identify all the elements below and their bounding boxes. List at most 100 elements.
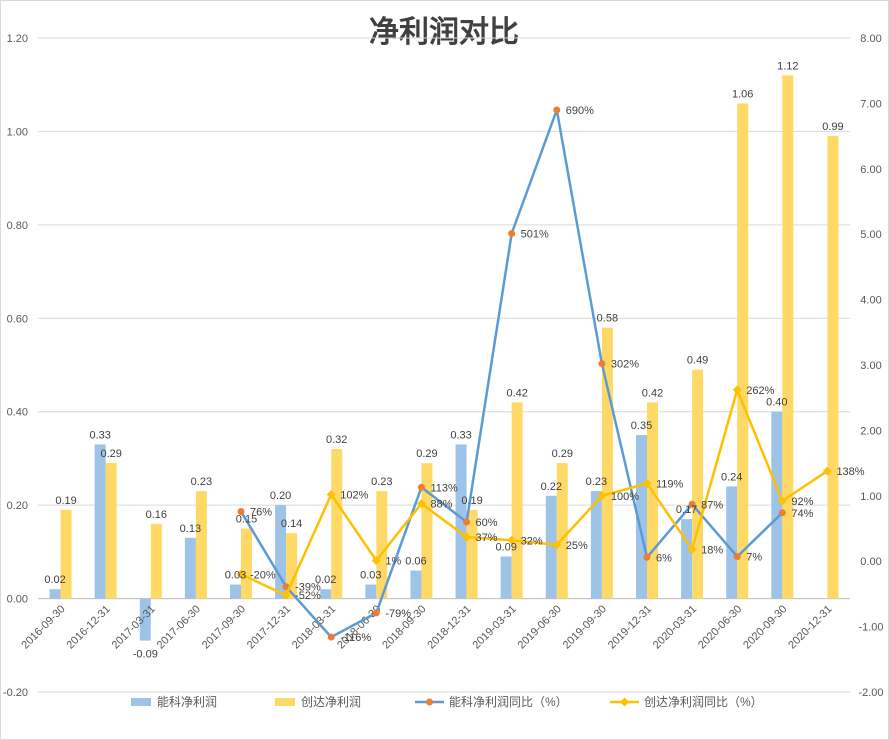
line-marker-chuangda-yoy bbox=[371, 556, 381, 566]
bar-value-label-nengke-profit: 0.33 bbox=[450, 429, 471, 441]
bar-nengke-profit bbox=[94, 444, 106, 599]
bar-value-label-chuangda-profit: 0.32 bbox=[326, 434, 347, 446]
line-value-label-nengke-yoy: 690% bbox=[566, 105, 594, 117]
line-marker-nengke-yoy bbox=[508, 230, 516, 238]
bar-chuangda-profit bbox=[421, 463, 433, 599]
line-marker-chuangda-yoy bbox=[822, 466, 832, 476]
bar-value-label-nengke-profit: 0.24 bbox=[721, 471, 742, 483]
bar-value-label-nengke-profit: 0.33 bbox=[89, 429, 110, 441]
bar-value-label-nengke-profit: 0.02 bbox=[315, 574, 336, 586]
line-value-label-nengke-yoy: 7% bbox=[746, 552, 762, 564]
bar-value-label-nengke-profit: 0.22 bbox=[541, 481, 562, 493]
y-left-tick-label: 0.80 bbox=[7, 220, 28, 232]
line-value-label-chuangda-yoy: 88% bbox=[430, 499, 452, 511]
bar-nengke-profit bbox=[500, 556, 512, 599]
line-marker-nengke-yoy bbox=[778, 509, 786, 517]
bar-nengke-profit bbox=[365, 584, 377, 599]
line-value-label-nengke-yoy: 113% bbox=[430, 482, 458, 494]
bar-chuangda-profit bbox=[556, 463, 568, 599]
bar-nengke-profit bbox=[410, 570, 422, 599]
bar-value-label-chuangda-profit: 0.29 bbox=[416, 448, 437, 460]
bar-chuangda-profit bbox=[692, 369, 704, 599]
bar-nengke-profit bbox=[771, 411, 783, 599]
y-left-tick-label: 0.00 bbox=[7, 594, 28, 606]
lines bbox=[236, 106, 832, 641]
y-right-tick-label: 4.00 bbox=[860, 295, 881, 307]
line-value-label-chuangda-yoy: 32% bbox=[521, 535, 543, 547]
y-left-tick-label: 1.20 bbox=[7, 33, 28, 45]
bar-value-label-nengke-profit: 0.02 bbox=[44, 574, 65, 586]
bar-chuangda-profit bbox=[782, 75, 794, 599]
line-marker-nengke-yoy bbox=[463, 518, 471, 526]
line-marker-chuangda-yoy bbox=[777, 496, 787, 506]
y-left-tick-label: 0.40 bbox=[7, 407, 28, 419]
bar-value-label-nengke-profit: 0.09 bbox=[495, 542, 516, 554]
y-right-tick-label: 0.00 bbox=[860, 556, 881, 568]
bar-value-label-chuangda-profit: 0.19 bbox=[55, 495, 76, 507]
line-marker-chuangda-yoy bbox=[462, 532, 472, 542]
chart-title: 净利润对比 bbox=[369, 15, 519, 50]
bar-chuangda-profit bbox=[195, 491, 207, 599]
bar-value-label-nengke-profit: 0.40 bbox=[766, 397, 787, 409]
bar-nengke-profit bbox=[139, 598, 151, 641]
line-value-label-nengke-yoy: 501% bbox=[521, 229, 549, 241]
bar-value-label-nengke-profit: -0.09 bbox=[133, 649, 158, 661]
line-value-label-chuangda-yoy: 25% bbox=[566, 540, 588, 552]
legend-swatch-chuangda-profit bbox=[275, 698, 295, 706]
line-marker-chuangda-yoy bbox=[416, 499, 426, 509]
legend-label-chuangda-yoy: 创达净利润同比（%） bbox=[644, 695, 763, 709]
bars bbox=[49, 75, 839, 641]
bar-nengke-profit bbox=[275, 505, 287, 599]
bar-chuangda-profit bbox=[601, 327, 613, 599]
y-right-tick-label: -2.00 bbox=[858, 687, 883, 699]
line-value-label-chuangda-yoy: 92% bbox=[791, 496, 813, 508]
bar-nengke-profit bbox=[590, 491, 602, 599]
line-value-label-chuangda-yoy: 138% bbox=[836, 466, 864, 478]
bar-nengke-profit bbox=[49, 589, 61, 599]
line-chuangda-yoy bbox=[239, 388, 829, 597]
bar-nengke-profit bbox=[726, 486, 738, 599]
line-value-label-chuangda-yoy: 18% bbox=[701, 544, 723, 556]
line-value-label-chuangda-yoy: 100% bbox=[611, 491, 639, 503]
bar-value-label-chuangda-profit: 0.19 bbox=[461, 495, 482, 507]
bar-chuangda-profit bbox=[150, 523, 162, 599]
bar-value-label-chuangda-profit: 0.16 bbox=[146, 509, 167, 521]
bar-value-label-chuangda-profit: 1.06 bbox=[732, 88, 753, 100]
line-marker-nengke-yoy bbox=[598, 360, 606, 368]
line-marker-nengke-yoy bbox=[417, 483, 425, 491]
line-marker-chuangda-yoy bbox=[642, 478, 652, 488]
gridlines bbox=[38, 37, 850, 693]
y-right-tick-label: 2.00 bbox=[860, 425, 881, 437]
legend-marker-nengke-yoy bbox=[426, 698, 433, 706]
line-marker-nengke-yoy bbox=[327, 633, 335, 641]
legend-marker-chuangda-yoy bbox=[620, 697, 629, 707]
y-left-tick-label: 0.60 bbox=[7, 313, 28, 325]
bar-value-label-nengke-profit: 0.17 bbox=[676, 504, 697, 516]
legend-item-nengke-yoy: 能科净利润同比（%） bbox=[415, 695, 568, 709]
bar-value-label-nengke-profit: 0.20 bbox=[270, 490, 291, 502]
bar-value-label-chuangda-profit: 0.49 bbox=[687, 355, 708, 367]
legend-item-chuangda-profit: 创达净利润 bbox=[275, 695, 361, 709]
legend-item-nengke-profit: 能科净利润 bbox=[131, 695, 217, 709]
line-value-label-nengke-yoy: 87% bbox=[701, 499, 723, 511]
y-right-tick-label: -1.00 bbox=[858, 622, 883, 634]
bar-chuangda-profit bbox=[466, 509, 478, 599]
legend-swatch-nengke-profit bbox=[131, 698, 151, 706]
line-marker-nengke-yoy bbox=[372, 609, 380, 617]
bar-value-label-chuangda-profit: 0.23 bbox=[191, 476, 212, 488]
line-marker-chuangda-yoy bbox=[326, 489, 336, 499]
bar-value-label-chuangda-profit: 0.99 bbox=[822, 121, 843, 133]
bar-value-label-nengke-profit: 0.35 bbox=[631, 420, 652, 432]
bar-nengke-profit bbox=[681, 519, 693, 599]
bar-value-label-chuangda-profit: 0.15 bbox=[236, 514, 257, 526]
legend-label-chuangda-profit: 创达净利润 bbox=[301, 695, 361, 709]
line-value-label-chuangda-yoy: 262% bbox=[746, 385, 774, 397]
y-left-tick-label: 0.20 bbox=[7, 500, 28, 512]
bar-nengke-profit bbox=[636, 435, 647, 599]
line-marker-chuangda-yoy bbox=[507, 535, 517, 545]
line-marker-chuangda-yoy bbox=[597, 491, 607, 501]
line-marker-chuangda-yoy bbox=[687, 544, 697, 554]
bar-nengke-profit bbox=[230, 584, 241, 599]
